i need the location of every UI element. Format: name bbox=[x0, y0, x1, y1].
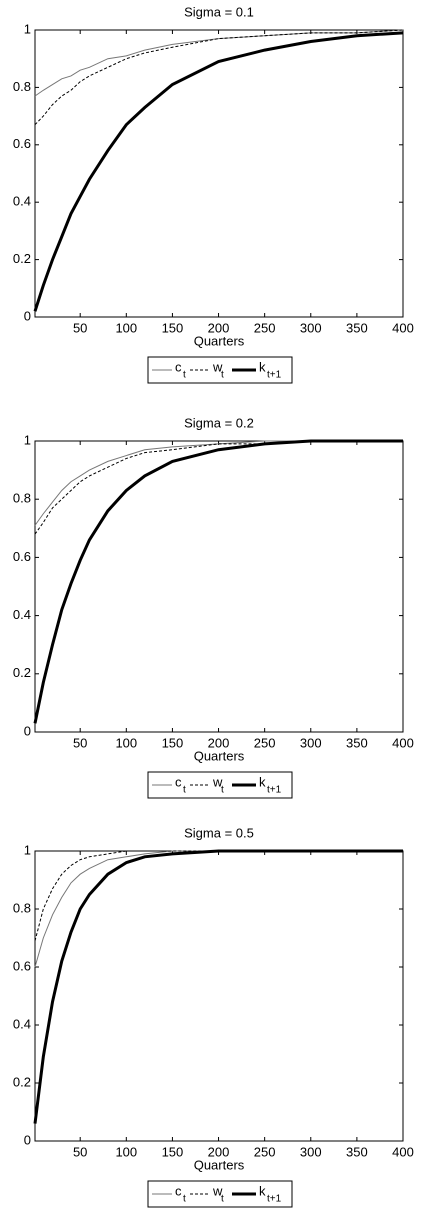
x-tick-label: 350 bbox=[346, 1144, 368, 1159]
legend-subscript: t bbox=[221, 1194, 224, 1205]
series-line bbox=[33, 439, 403, 724]
x-axis-label: Quarters bbox=[194, 333, 245, 348]
y-tick-label: 0.6 bbox=[13, 549, 31, 564]
plot-area bbox=[34, 850, 404, 1142]
series-line bbox=[33, 849, 403, 1124]
y-tick-label: 0.8 bbox=[13, 900, 31, 915]
y-tick-label: 0.8 bbox=[13, 491, 31, 506]
y-tick-label: 0.2 bbox=[13, 1074, 31, 1089]
plot-area bbox=[34, 29, 404, 318]
x-tick-label: 50 bbox=[73, 320, 87, 335]
legend-label: c bbox=[175, 1183, 182, 1198]
series-line bbox=[34, 440, 403, 535]
legend-subscript: t bbox=[183, 785, 186, 796]
y-tick-label: 0.4 bbox=[13, 194, 31, 209]
y-tick-label: 0 bbox=[24, 308, 31, 323]
x-tick-label: 150 bbox=[162, 735, 184, 750]
x-tick-label: 400 bbox=[392, 1144, 414, 1159]
x-tick-label: 150 bbox=[162, 320, 184, 335]
x-axis-label: Quarters bbox=[194, 1157, 245, 1172]
y-tick-label: 0.6 bbox=[13, 958, 31, 973]
y-tick-label: 0 bbox=[24, 723, 31, 738]
x-tick-label: 200 bbox=[208, 735, 230, 750]
series-line bbox=[33, 31, 404, 312]
legend-label: k bbox=[259, 774, 266, 789]
legend-label: w bbox=[212, 359, 223, 374]
x-tick-label: 100 bbox=[115, 735, 137, 750]
x-tick-label: 200 bbox=[208, 320, 230, 335]
legend-label: k bbox=[259, 1183, 266, 1198]
x-tick-label: 200 bbox=[208, 1144, 230, 1159]
series-line bbox=[34, 29, 404, 126]
y-tick-label: 1 bbox=[24, 432, 31, 447]
x-tick-label: 300 bbox=[300, 320, 322, 335]
x-tick-label: 300 bbox=[300, 1144, 322, 1159]
chart-title: Sigma = 0.5 bbox=[184, 825, 254, 840]
x-tick-label: 250 bbox=[254, 320, 276, 335]
x-tick-label: 400 bbox=[392, 320, 414, 335]
y-tick-label: 0.2 bbox=[13, 251, 31, 266]
legend-label: c bbox=[175, 359, 182, 374]
x-tick-label: 350 bbox=[346, 735, 368, 750]
y-tick-label: 0 bbox=[24, 1132, 31, 1147]
y-tick-label: 1 bbox=[24, 842, 31, 857]
legend-subscript: t bbox=[221, 785, 224, 796]
legend-subscript: t bbox=[183, 1194, 186, 1205]
x-tick-label: 50 bbox=[73, 735, 87, 750]
legend-subscript: t bbox=[183, 370, 186, 381]
y-tick-label: 0.8 bbox=[13, 79, 31, 94]
x-tick-label: 300 bbox=[300, 735, 322, 750]
y-tick-label: 0.6 bbox=[13, 136, 31, 151]
legend-label: w bbox=[212, 774, 223, 789]
series-line bbox=[34, 29, 404, 97]
x-tick-label: 250 bbox=[254, 735, 276, 750]
legend-subscript: t+1 bbox=[267, 1194, 282, 1205]
legend-subscript: t+1 bbox=[267, 370, 282, 381]
y-tick-label: 1 bbox=[24, 21, 31, 36]
x-tick-label: 100 bbox=[115, 1144, 137, 1159]
x-tick-label: 250 bbox=[254, 1144, 276, 1159]
plot-area bbox=[34, 440, 404, 733]
x-tick-label: 400 bbox=[392, 735, 414, 750]
y-tick-label: 0.4 bbox=[13, 1016, 31, 1031]
chart-title: Sigma = 0.1 bbox=[184, 4, 254, 19]
legend-label: c bbox=[175, 774, 182, 789]
x-tick-label: 150 bbox=[162, 1144, 184, 1159]
y-tick-label: 0.4 bbox=[13, 607, 31, 622]
x-tick-label: 100 bbox=[115, 320, 137, 335]
legend-label: w bbox=[212, 1183, 223, 1198]
legend-label: k bbox=[259, 359, 266, 374]
y-tick-label: 0.2 bbox=[13, 665, 31, 680]
x-axis-label: Quarters bbox=[194, 748, 245, 763]
chart-title: Sigma = 0.2 bbox=[184, 415, 254, 430]
legend-subscript: t+1 bbox=[267, 785, 282, 796]
x-tick-label: 50 bbox=[73, 1144, 87, 1159]
x-tick-label: 350 bbox=[346, 320, 368, 335]
legend-subscript: t bbox=[221, 370, 224, 381]
